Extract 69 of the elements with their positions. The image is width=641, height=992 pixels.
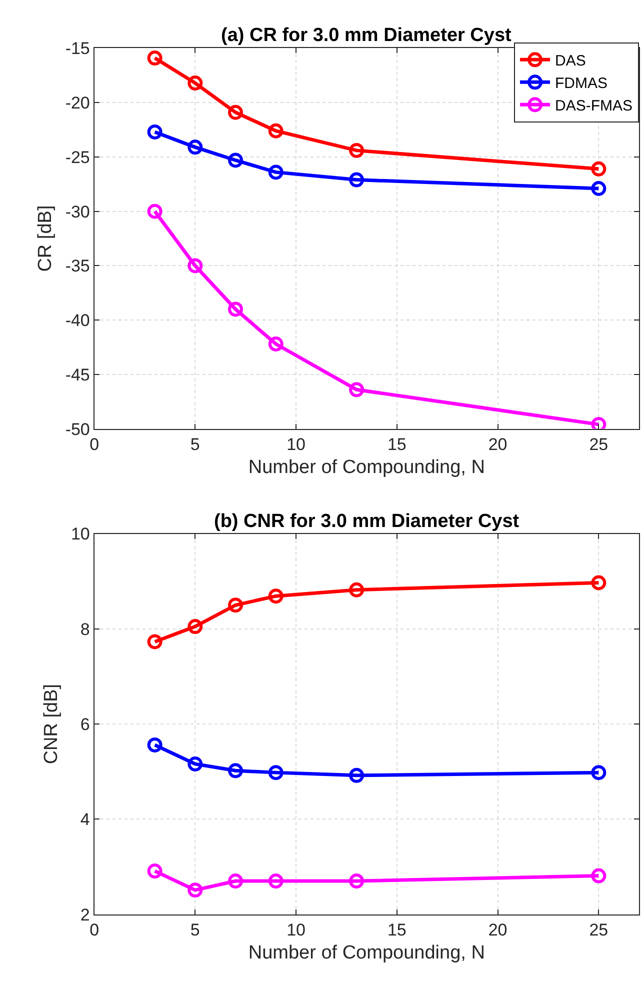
point bbox=[349, 582, 364, 598]
point bbox=[591, 161, 606, 176]
y-tick-label: -20 bbox=[65, 94, 90, 113]
point bbox=[228, 874, 244, 889]
chart-title: (b) CNR for 3.0 mm Diameter Cyst bbox=[214, 511, 520, 532]
point bbox=[188, 619, 203, 634]
legend-label: DAS bbox=[555, 52, 586, 70]
y-tick-label: -45 bbox=[65, 365, 90, 384]
y-tick-label: -25 bbox=[65, 148, 90, 167]
y-axis-title: CR [dB] bbox=[35, 205, 56, 272]
point bbox=[147, 50, 162, 66]
point bbox=[228, 763, 244, 778]
x-tick-label: 10 bbox=[286, 435, 306, 454]
point bbox=[591, 868, 606, 884]
x-tick-label: 20 bbox=[488, 920, 508, 940]
point bbox=[591, 575, 606, 590]
y-tick-label: 2 bbox=[80, 905, 90, 924]
point bbox=[268, 588, 284, 604]
point bbox=[188, 882, 203, 898]
x-tick-label: 20 bbox=[488, 435, 508, 454]
x-tick-label: 0 bbox=[90, 920, 100, 940]
point bbox=[228, 302, 244, 317]
point bbox=[268, 765, 284, 780]
y-tick-label: -30 bbox=[65, 202, 90, 222]
point bbox=[349, 142, 364, 158]
point bbox=[349, 382, 364, 398]
x-tick-label: 0 bbox=[90, 435, 100, 454]
point bbox=[591, 181, 606, 196]
x-tick-label: 5 bbox=[190, 435, 200, 454]
y-tick-label: -15 bbox=[65, 39, 90, 58]
y-tick-label: 8 bbox=[80, 620, 90, 639]
point bbox=[188, 258, 203, 274]
point bbox=[228, 598, 244, 613]
legend-label: FDMAS bbox=[555, 74, 608, 92]
point bbox=[147, 204, 162, 219]
x-tick-label: 25 bbox=[589, 435, 608, 454]
point bbox=[349, 172, 364, 188]
point bbox=[147, 124, 162, 140]
x-tick-label: 15 bbox=[387, 435, 406, 454]
y-tick-label: -40 bbox=[65, 311, 90, 330]
point bbox=[268, 123, 284, 138]
x-axis-title: Number of Compounding, N bbox=[248, 457, 485, 478]
x-tick-label: 5 bbox=[190, 920, 200, 940]
point bbox=[228, 104, 244, 120]
x-tick-label: 10 bbox=[286, 920, 306, 940]
y-tick-label: -35 bbox=[65, 256, 90, 276]
point bbox=[188, 140, 203, 155]
point bbox=[591, 765, 606, 780]
y-tick-label: -50 bbox=[65, 420, 90, 439]
point bbox=[147, 864, 162, 879]
x-tick-label: 25 bbox=[589, 920, 608, 940]
point bbox=[188, 76, 203, 91]
y-tick-label: 10 bbox=[70, 524, 90, 544]
legend-label: DAS-FMAS bbox=[555, 97, 633, 114]
point bbox=[349, 874, 364, 889]
point bbox=[147, 737, 162, 752]
point bbox=[188, 756, 203, 772]
y-tick-label: 6 bbox=[80, 714, 90, 734]
point bbox=[349, 768, 364, 783]
point bbox=[268, 336, 284, 352]
chart-title: (a) CR for 3.0 mm Diameter Cyst bbox=[221, 25, 512, 46]
point bbox=[228, 152, 244, 168]
point bbox=[268, 164, 284, 180]
x-axis-title: Number of Compounding, N bbox=[248, 942, 485, 964]
x-tick-label: 15 bbox=[387, 920, 406, 940]
y-axis-title: CNR [dB] bbox=[40, 684, 62, 764]
point bbox=[268, 874, 284, 889]
point bbox=[147, 634, 162, 650]
y-tick-label: 4 bbox=[80, 810, 90, 830]
